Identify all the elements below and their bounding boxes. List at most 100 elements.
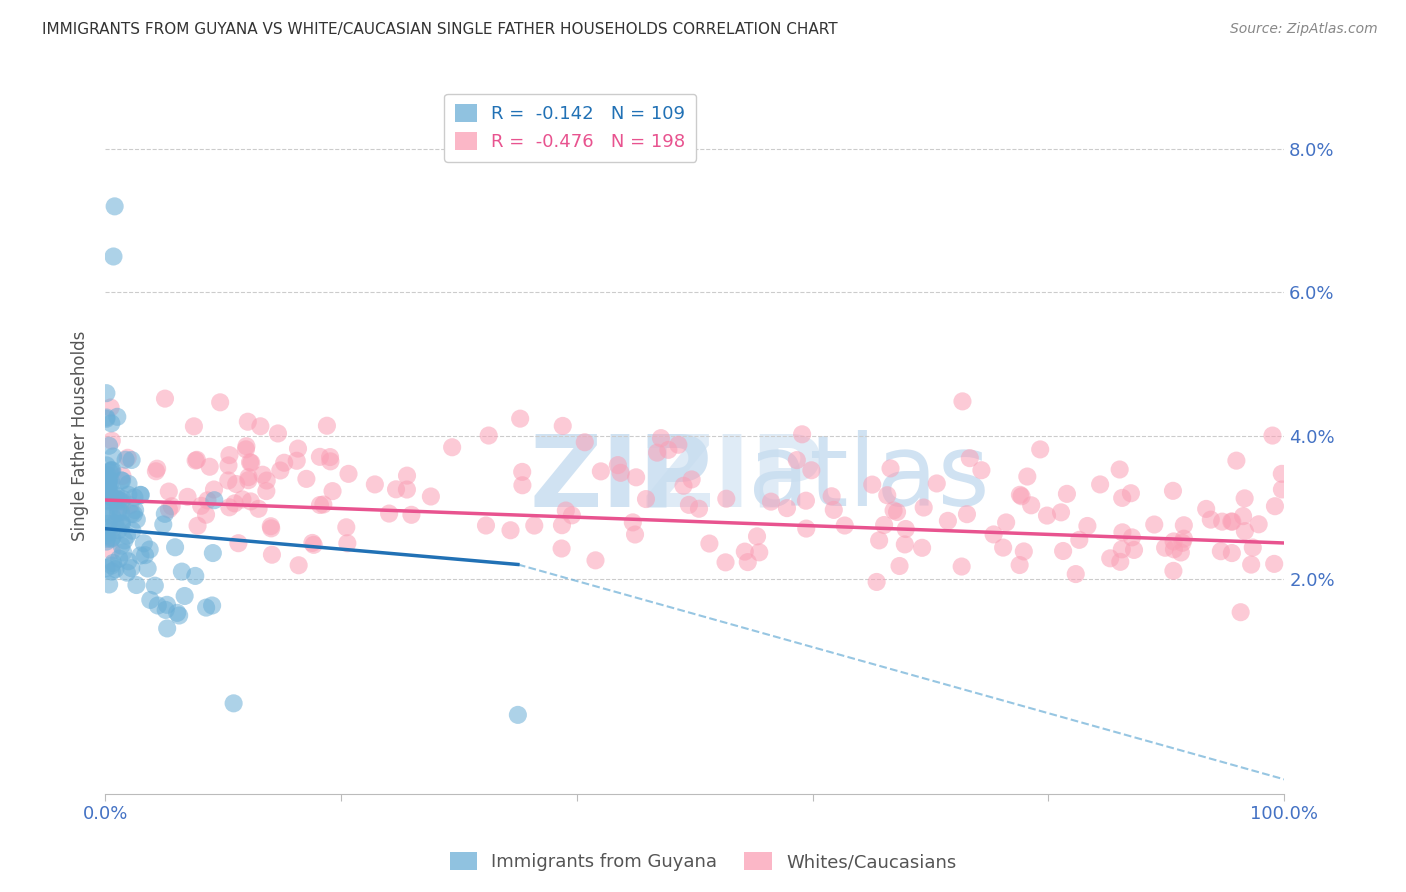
- Point: [269, 463, 291, 477]
- Point: [153, 392, 176, 406]
- Text: atlas: atlas: [748, 430, 990, 527]
- Point: [734, 544, 756, 558]
- Point: [1233, 524, 1256, 538]
- Point: [107, 502, 129, 516]
- Point: [419, 490, 441, 504]
- Point: [184, 569, 207, 583]
- Point: [235, 442, 257, 457]
- Point: [316, 418, 339, 433]
- Point: [337, 467, 360, 481]
- Point: [157, 484, 180, 499]
- Point: [100, 417, 122, 431]
- Point: [202, 483, 225, 497]
- Point: [129, 488, 152, 502]
- Point: [97, 475, 120, 489]
- Point: [1076, 519, 1098, 533]
- Point: [134, 548, 156, 562]
- Point: [209, 395, 232, 409]
- Point: [776, 501, 799, 516]
- Point: [225, 477, 247, 491]
- Point: [96, 410, 118, 425]
- Point: [146, 461, 169, 475]
- Point: [959, 451, 981, 466]
- Point: [322, 484, 344, 499]
- Point: [110, 506, 132, 520]
- Point: [254, 484, 277, 499]
- Point: [1121, 530, 1143, 544]
- Point: [1154, 541, 1177, 555]
- Point: [156, 622, 179, 636]
- Point: [1108, 462, 1130, 476]
- Point: [1036, 508, 1059, 523]
- Point: [96, 521, 118, 535]
- Point: [1199, 513, 1222, 527]
- Point: [96, 488, 118, 502]
- Point: [512, 478, 534, 492]
- Point: [218, 448, 240, 462]
- Point: [1163, 564, 1185, 578]
- Point: [101, 508, 124, 523]
- Point: [319, 450, 342, 464]
- Point: [98, 465, 121, 479]
- Point: [104, 516, 127, 531]
- Point: [115, 566, 138, 580]
- Point: [96, 508, 118, 523]
- Legend: R =  -0.142   N = 109, R =  -0.476   N = 198: R = -0.142 N = 109, R = -0.476 N = 198: [444, 94, 696, 162]
- Point: [202, 493, 225, 508]
- Point: [1017, 469, 1039, 483]
- Point: [98, 484, 121, 499]
- Point: [550, 541, 572, 556]
- Point: [198, 459, 221, 474]
- Text: Source: ZipAtlas.com: Source: ZipAtlas.com: [1230, 22, 1378, 37]
- Point: [678, 498, 700, 512]
- Point: [285, 454, 308, 468]
- Point: [100, 532, 122, 546]
- Point: [606, 458, 628, 472]
- Point: [100, 475, 122, 489]
- Point: [111, 498, 134, 512]
- Point: [1263, 557, 1285, 571]
- Point: [101, 450, 124, 464]
- Point: [184, 453, 207, 467]
- Point: [153, 507, 176, 521]
- Point: [166, 606, 188, 620]
- Point: [100, 463, 122, 477]
- Point: [112, 533, 135, 548]
- Point: [868, 533, 890, 548]
- Point: [124, 503, 146, 517]
- Point: [97, 483, 120, 497]
- Point: [117, 450, 139, 465]
- Point: [173, 589, 195, 603]
- Point: [96, 534, 118, 549]
- Point: [1220, 515, 1243, 529]
- Point: [218, 458, 240, 473]
- Point: [624, 527, 647, 541]
- Point: [195, 600, 218, 615]
- Point: [510, 465, 533, 479]
- Point: [1050, 505, 1073, 519]
- Point: [319, 454, 342, 468]
- Point: [312, 498, 335, 512]
- Point: [621, 516, 644, 530]
- Point: [336, 536, 359, 550]
- Point: [1111, 491, 1133, 505]
- Point: [672, 479, 695, 493]
- Point: [1052, 544, 1074, 558]
- Point: [574, 435, 596, 450]
- Point: [395, 468, 418, 483]
- Point: [624, 470, 647, 484]
- Point: [790, 427, 813, 442]
- Point: [309, 498, 332, 512]
- Point: [101, 434, 124, 448]
- Point: [96, 493, 118, 508]
- Point: [100, 464, 122, 478]
- Point: [1109, 555, 1132, 569]
- Point: [115, 528, 138, 542]
- Point: [103, 491, 125, 506]
- Point: [256, 474, 278, 488]
- Point: [301, 536, 323, 550]
- Point: [1008, 488, 1031, 502]
- Point: [894, 537, 917, 551]
- Point: [335, 520, 357, 534]
- Point: [681, 473, 703, 487]
